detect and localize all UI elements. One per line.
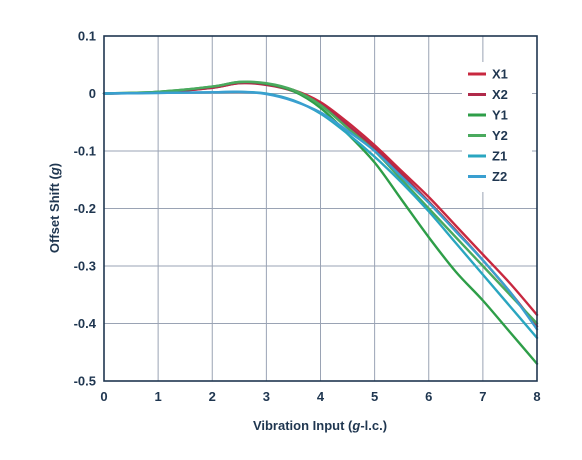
x-axis-title: Vibration Input (g-l.c.) (253, 418, 387, 433)
x-tick-label: 0 (100, 389, 107, 404)
legend: X1 X2 Y1 Y2 Z1 Z2 (468, 67, 508, 184)
legend-label-x2: X2 (492, 87, 508, 102)
plot-border (103, 35, 538, 382)
x-tick-label: 8 (533, 389, 540, 404)
legend-label-x1: X1 (492, 67, 508, 82)
y-tick-label: -0.5 (74, 374, 96, 389)
x-tick-label: 7 (479, 389, 486, 404)
y-tick-label: -0.3 (74, 259, 96, 274)
series-line-z2 (102, 90, 539, 331)
y-tick-label: -0.1 (74, 144, 96, 159)
y-tick-label: 0 (89, 86, 96, 101)
legend-label-z1: Z1 (492, 149, 507, 164)
x-tick-label: 5 (371, 389, 378, 404)
y-axis-title: Offset Shift (g) (47, 163, 62, 253)
x-tick-label: 3 (263, 389, 270, 404)
y-tick-label: -0.4 (74, 316, 97, 331)
legend-label-y1: Y1 (492, 108, 508, 123)
x-tick-labels: 0 1 2 3 4 5 6 7 8 (100, 389, 540, 404)
y-tick-labels: 0.1 0 -0.1 -0.2 -0.3 -0.4 -0.5 (74, 29, 97, 389)
legend-label-y2: Y2 (492, 128, 508, 143)
x-tick-label: 2 (209, 389, 216, 404)
legend-label-z2: Z2 (492, 169, 507, 184)
y-tick-label: 0.1 (78, 29, 96, 44)
x-tick-label: 6 (425, 389, 432, 404)
x-tick-label: 1 (155, 389, 162, 404)
x-tick-label: 4 (317, 389, 325, 404)
series-lines (102, 80, 539, 365)
legend-background (462, 62, 532, 192)
series-line-y2 (102, 80, 539, 325)
y-tick-label: -0.2 (74, 201, 96, 216)
